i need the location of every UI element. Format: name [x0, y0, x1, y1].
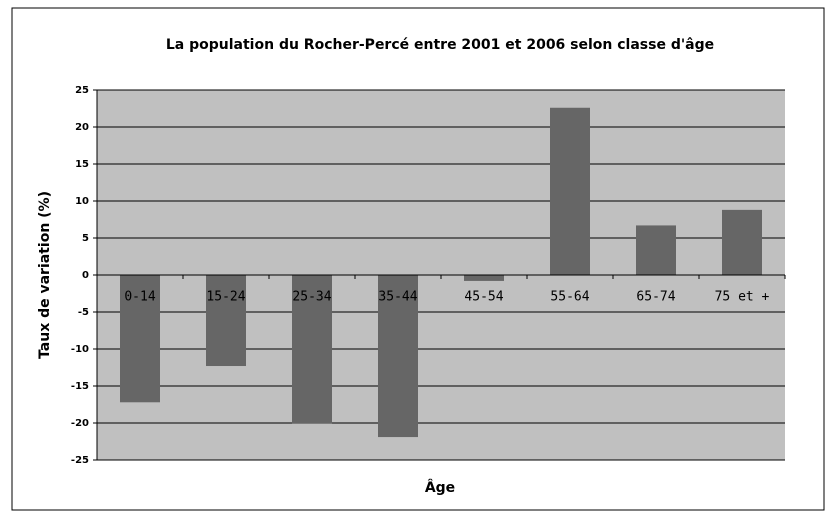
y-tick-label: 5	[82, 233, 89, 244]
x-tick-label: 35-44	[378, 290, 417, 305]
x-axis-label: Âge	[425, 479, 455, 496]
y-tick-label: 15	[75, 159, 89, 170]
bar	[378, 275, 418, 438]
x-tick-label: 25-34	[292, 290, 331, 305]
bar	[464, 275, 504, 281]
y-axis-label: Taux de variation (%)	[37, 191, 53, 359]
y-tick-label: -15	[71, 381, 89, 392]
y-tick-label: -10	[71, 344, 89, 355]
y-tick-label: 20	[75, 122, 89, 133]
bar	[120, 275, 160, 403]
y-tick-label: 10	[75, 196, 89, 207]
x-tick-label: 15-24	[206, 290, 245, 305]
chart-title: La population du Rocher-Percé entre 2001…	[166, 37, 714, 53]
x-tick-label: 55-64	[550, 290, 589, 305]
bar	[206, 275, 246, 367]
x-tick-label: 65-74	[636, 290, 675, 305]
bar	[722, 209, 762, 275]
x-tick-label: 45-54	[464, 290, 503, 305]
y-tick-label: -5	[78, 307, 89, 318]
x-tick-label: 75 et +	[715, 290, 770, 305]
bar	[550, 107, 590, 275]
y-tick-label: 25	[75, 85, 89, 96]
bar	[636, 225, 676, 275]
y-tick-label: 0	[82, 270, 89, 281]
y-tick-label: -25	[71, 455, 89, 466]
y-tick-label: -20	[71, 418, 89, 429]
bar	[292, 275, 332, 424]
x-tick-label: 0-14	[124, 290, 155, 305]
